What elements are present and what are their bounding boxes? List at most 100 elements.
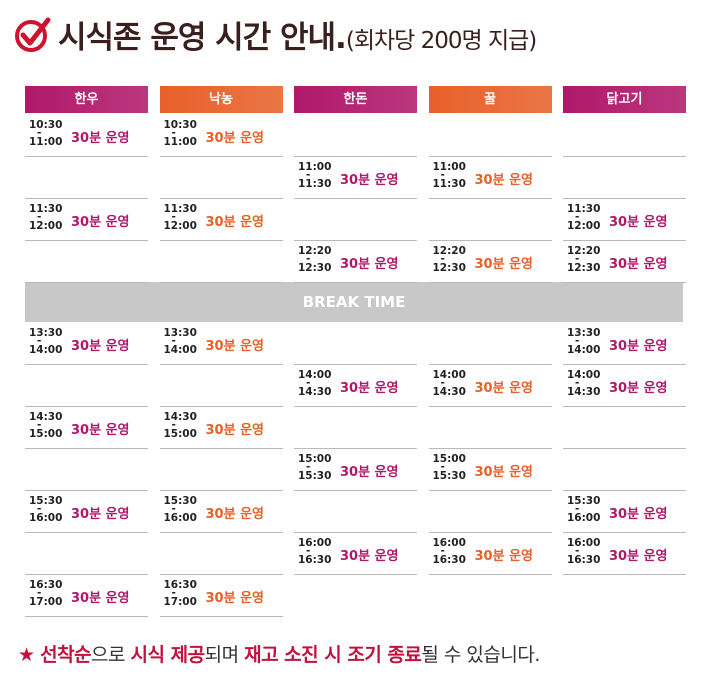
start-time: 14:30 xyxy=(29,411,63,423)
time-cell: 13:30-14:00 30분 운영 xyxy=(563,323,686,365)
duration-text: 30분 운영 xyxy=(609,257,668,272)
time-cell: 15:30-16:00 30분 운영 xyxy=(159,491,283,533)
end-time: 15:00 xyxy=(163,428,197,440)
time-range: 11:00-11:30 xyxy=(298,162,331,190)
end-time: 12:30 xyxy=(432,262,466,274)
end-time: 16:30 xyxy=(432,554,466,566)
title-sub: (회차당 200명 지급) xyxy=(345,28,537,54)
duration-text: 30분 운영 xyxy=(205,507,265,522)
time-cell: 11:30-12:00 30분 운영 xyxy=(25,199,148,241)
separator: - xyxy=(575,545,580,557)
duration-text: 30분 운영 xyxy=(205,591,265,606)
start-time: 15:30 xyxy=(567,495,601,507)
duration-text: 30분 운영 xyxy=(340,381,399,396)
time-range: 14:30-15:00 xyxy=(163,412,197,440)
start-time: 12:20 xyxy=(567,245,601,257)
separator: - xyxy=(171,419,176,431)
separator: - xyxy=(306,377,311,389)
end-time: 12:00 xyxy=(567,220,601,232)
time-cell xyxy=(428,407,552,449)
title: 시식존 운영 시간 안내.(회차당 200명 지급) xyxy=(58,12,537,57)
end-time: 17:00 xyxy=(163,596,197,608)
time-range: 14:00-14:30 xyxy=(432,370,466,398)
time-range: 11:30-12:00 xyxy=(567,204,601,232)
start-time: 11:30 xyxy=(29,203,63,215)
time-cell: 11:30-12:00 30분 운영 xyxy=(159,199,283,241)
time-range: 13:30-14:00 xyxy=(29,328,62,356)
time-cell xyxy=(294,407,417,449)
end-time: 12:00 xyxy=(29,220,63,232)
time-cell xyxy=(294,199,417,241)
end-time: 14:30 xyxy=(432,386,466,398)
separator: - xyxy=(575,335,580,347)
column-header: 한돈 xyxy=(294,86,417,113)
start-time: 16:00 xyxy=(432,537,466,549)
time-cell xyxy=(563,449,686,491)
end-time: 14:00 xyxy=(567,344,601,356)
time-cell xyxy=(25,533,148,575)
end-time: 14:30 xyxy=(298,386,332,398)
separator: - xyxy=(306,461,311,473)
start-time: 16:30 xyxy=(29,579,63,591)
time-range: 12:20-12:30 xyxy=(567,245,601,274)
time-cell xyxy=(428,115,552,157)
footer-text: 시식 제공 xyxy=(130,644,206,666)
time-range: 12:20-12:30 xyxy=(298,246,331,274)
separator: - xyxy=(37,335,42,347)
time-cell xyxy=(25,241,148,283)
time-cell: 16:00-16:30 30분 운영 xyxy=(294,533,417,575)
time-cell: 13:30-14:00 30분 운영 xyxy=(159,323,283,365)
time-cell xyxy=(563,575,686,616)
star: ★ xyxy=(18,644,35,666)
end-time: 14:30 xyxy=(567,386,601,398)
time-range: 16:30-17:00 xyxy=(29,579,63,608)
time-cell: 10:30-11:00 30분 운영 xyxy=(25,115,148,157)
time-cell xyxy=(428,491,552,533)
duration-text: 30분 운영 xyxy=(609,507,668,522)
duration-text: 30분 운영 xyxy=(474,381,534,396)
separator: - xyxy=(171,211,176,223)
start-time: 16:00 xyxy=(567,537,601,549)
start-time: 10:30 xyxy=(29,119,63,131)
start-time: 11:30 xyxy=(163,203,197,215)
time-cell: 15:30-16:00 30분 운영 xyxy=(25,491,148,533)
end-time: 16:00 xyxy=(29,512,63,524)
duration-text: 30분 운영 xyxy=(609,215,668,230)
time-range: 15:00-15:30 xyxy=(298,454,332,482)
time-cell: 16:30-17:00 30분 운영 xyxy=(159,575,283,617)
end-time: 12:30 xyxy=(567,262,601,274)
duration-text: 30분 운영 xyxy=(340,173,399,188)
footer-text: 선착순 xyxy=(40,644,92,666)
time-cell xyxy=(563,407,686,449)
duration-text: 30분 운영 xyxy=(609,381,668,396)
time-cell xyxy=(429,575,552,616)
column-header: 한우 xyxy=(25,86,148,113)
separator: - xyxy=(171,503,176,515)
time-cell xyxy=(428,199,552,241)
duration-text: 30분 운영 xyxy=(205,131,265,146)
separator: - xyxy=(37,503,42,515)
separator: - xyxy=(171,587,176,599)
start-time: 13:30 xyxy=(567,327,601,339)
time-range: 16:00-16:30 xyxy=(432,537,466,566)
column-header: 꿀 xyxy=(428,86,552,113)
start-time: 12:20 xyxy=(432,245,466,257)
time-range: 13:30-14:00 xyxy=(567,327,601,356)
end-time: 15:30 xyxy=(298,470,332,482)
start-time: 15:00 xyxy=(432,453,466,465)
time-cell: 15:30-16:00 30분 운영 xyxy=(563,491,686,533)
end-time: 11:00 xyxy=(163,136,197,148)
separator: - xyxy=(575,377,580,389)
start-time: 16:00 xyxy=(298,537,332,549)
time-cell: 12:20-12:30 30분 운영 xyxy=(563,241,686,283)
time-range: 14:00-14:30 xyxy=(567,370,601,398)
time-cell xyxy=(563,157,686,199)
time-range: 15:00-15:30 xyxy=(432,453,466,482)
separator: - xyxy=(575,503,580,515)
end-time: 16:30 xyxy=(298,554,332,566)
time-range: 16:30-17:00 xyxy=(163,580,197,608)
duration-text: 30분 운영 xyxy=(340,465,399,480)
separator: - xyxy=(575,253,580,265)
separator: - xyxy=(37,211,42,223)
